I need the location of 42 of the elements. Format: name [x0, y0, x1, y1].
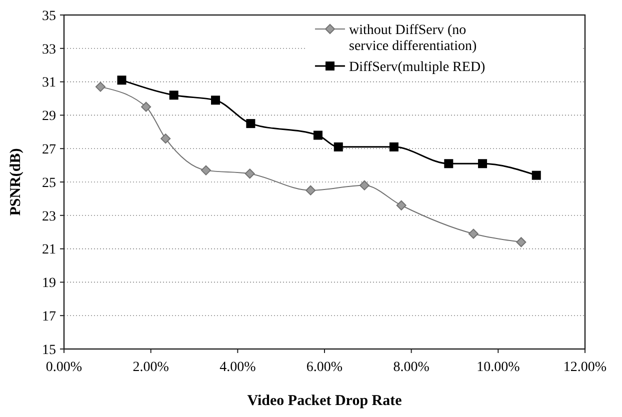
y-tick-label: 33: [42, 42, 56, 58]
x-tick-label: 0.00%: [46, 360, 82, 375]
legend-label: without DiffServ (no service differentiation): [349, 22, 477, 54]
y-tick-label: 29: [42, 109, 56, 124]
x-axis-title: Video Packet Drop Rate: [247, 393, 402, 409]
point: [117, 76, 126, 85]
x-tick-label: 6.00%: [306, 360, 343, 375]
y-tick-label: 23: [42, 209, 56, 224]
y-axis-title: PSNR(dB): [8, 148, 24, 216]
legend-label: DiffServ(multiple RED): [349, 60, 486, 75]
y-tick-label: 19: [42, 276, 56, 292]
point: [244, 168, 255, 179]
x-tick-label: 2.00%: [132, 360, 170, 375]
y-tick-label: 35: [42, 8, 56, 24]
point: [160, 134, 171, 144]
x-tick-label: 8.00%: [393, 360, 430, 375]
y-tick-label: 15: [42, 342, 56, 358]
y-tick-label: 27: [42, 142, 56, 158]
point: [246, 119, 256, 128]
point: [334, 142, 343, 152]
point: [396, 200, 406, 210]
point: [313, 130, 322, 140]
y-tick-label: 21: [42, 242, 56, 258]
point: [359, 180, 370, 190]
point: [306, 185, 316, 196]
point: [141, 102, 152, 112]
point: [169, 90, 178, 100]
point: [478, 159, 488, 168]
point: [532, 170, 541, 180]
y-tick-label: 17: [42, 310, 56, 324]
point: [200, 165, 211, 176]
x-tick-label: 10.00%: [476, 360, 520, 375]
x-tick-label: 4.00%: [220, 360, 256, 375]
x-tick-label: 12.00%: [563, 360, 607, 375]
point: [389, 142, 398, 152]
y-tick-label: 31: [42, 76, 56, 91]
point: [516, 237, 526, 248]
y-tick-label: 25: [42, 176, 56, 191]
point: [468, 228, 478, 239]
point: [211, 96, 220, 105]
point: [444, 159, 454, 168]
point: [95, 82, 106, 92]
